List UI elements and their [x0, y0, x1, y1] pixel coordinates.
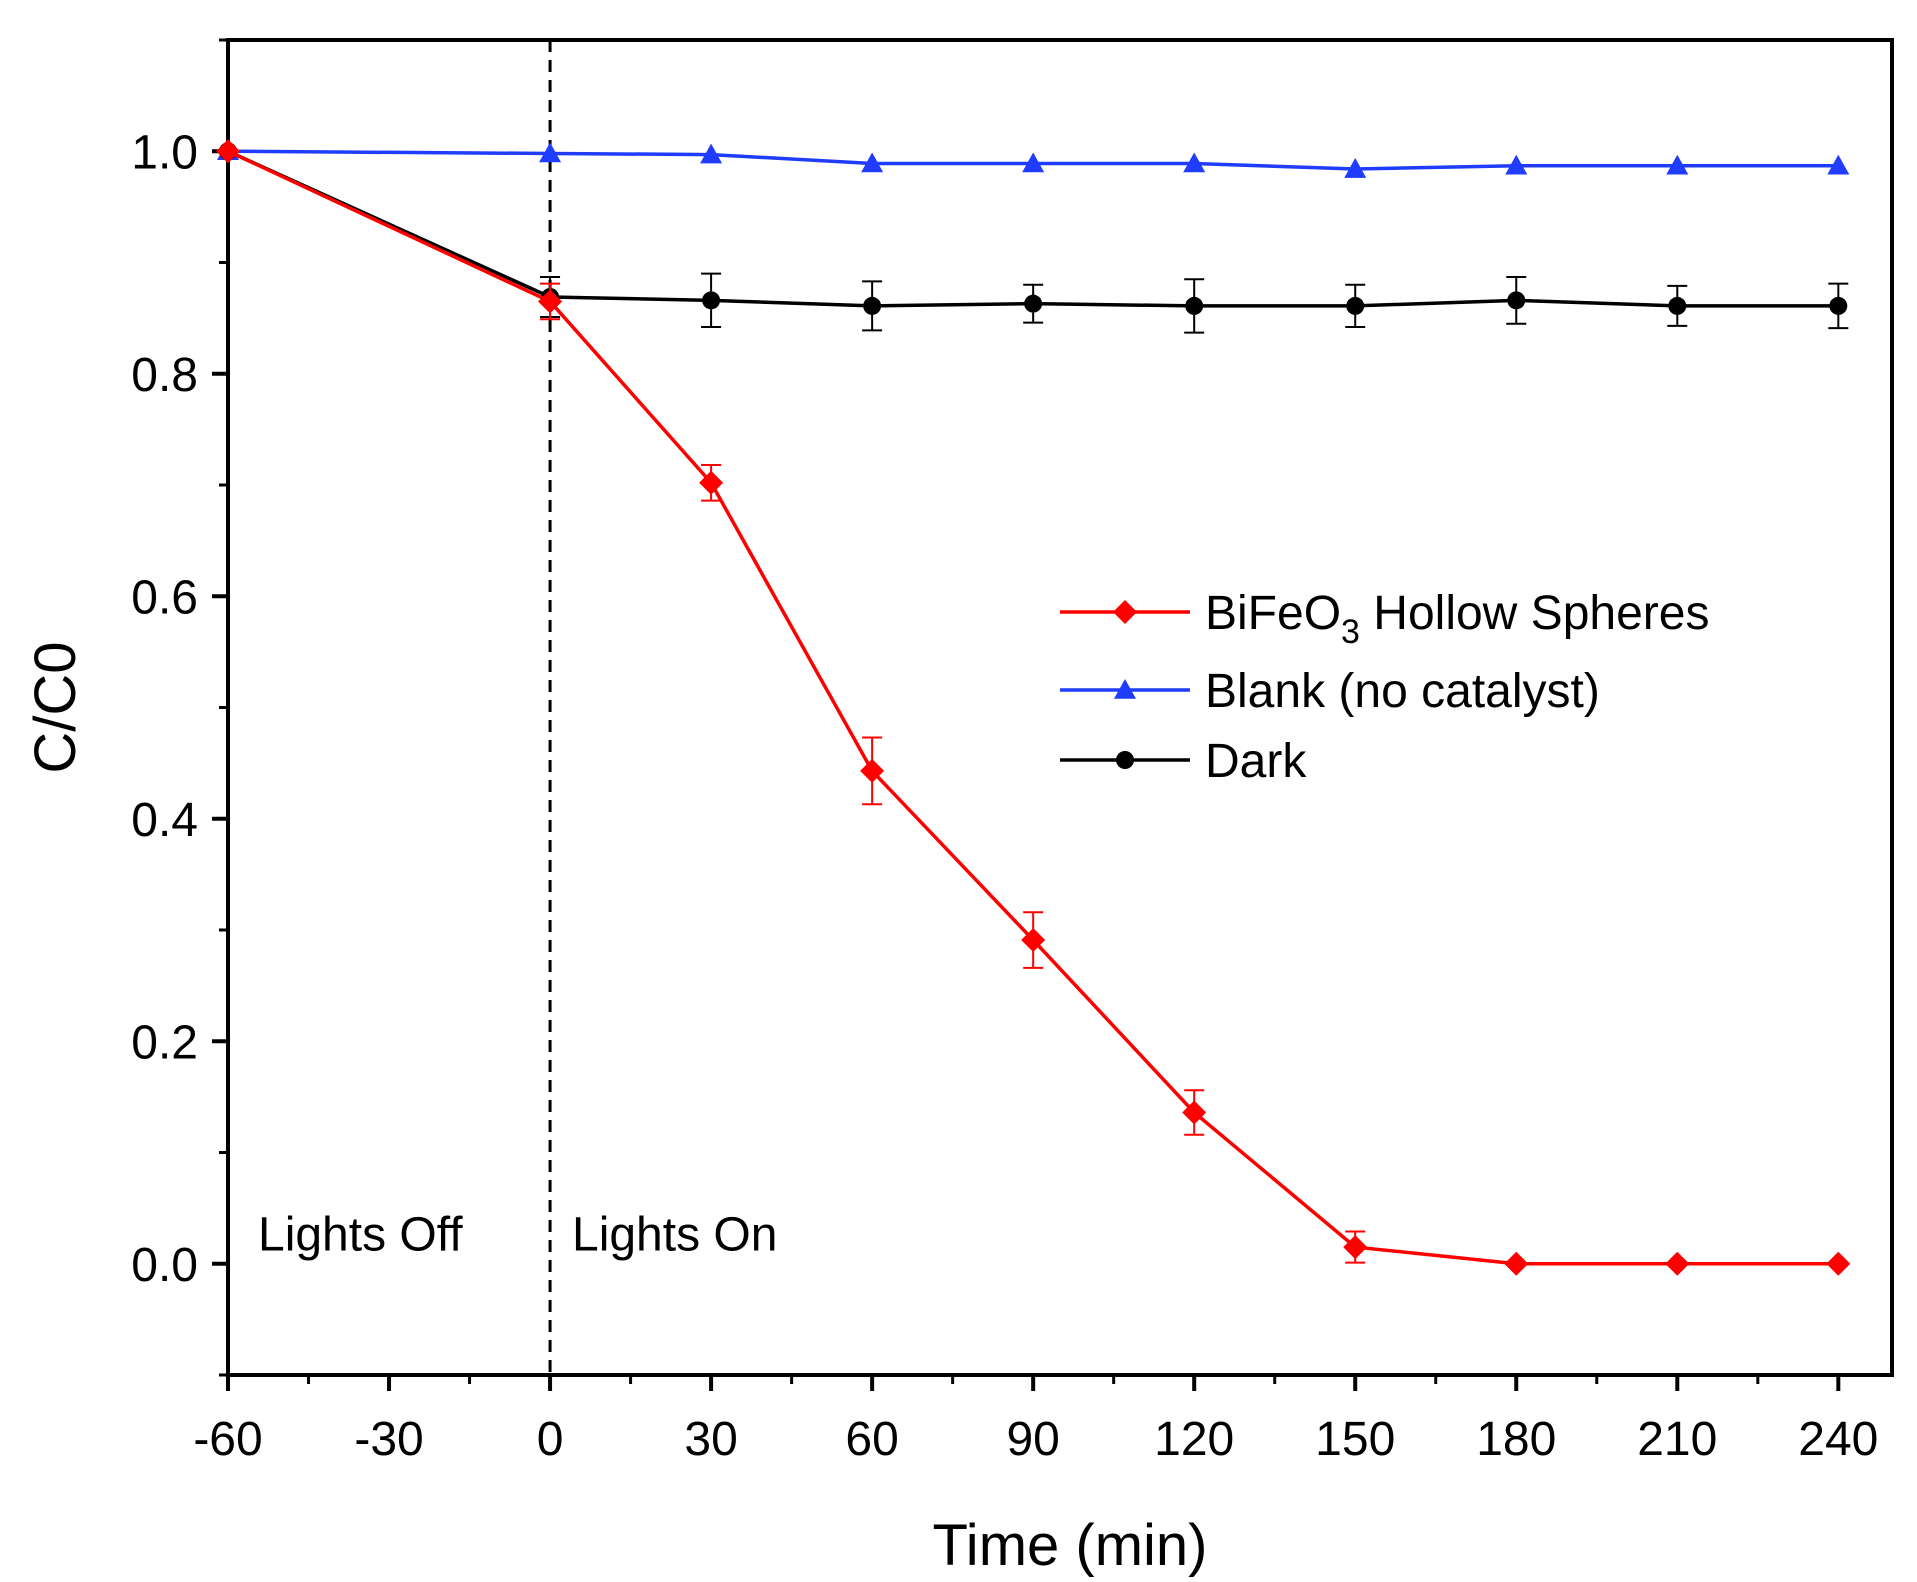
legend: BiFeO3 Hollow Spheres Blank (no catalyst)…: [1060, 587, 1709, 788]
data-point-diamond: [1113, 600, 1137, 624]
x-tick-label: 180: [1476, 1413, 1556, 1466]
data-point-circle: [702, 291, 721, 310]
x-tick-label: 150: [1315, 1413, 1395, 1466]
data-point-diamond: [538, 289, 563, 314]
series-bifeo3-hollow-spheres: [216, 139, 1851, 1276]
series-line: [227, 149, 1839, 1266]
y-tick-label: 0.2: [131, 1016, 198, 1069]
legend-item-2: Dark: [1060, 735, 1307, 788]
data-point-triangle: [1022, 152, 1045, 173]
x-tick-label: 120: [1154, 1413, 1234, 1466]
series-group: [216, 139, 1851, 1276]
series-blank-no-catalyst-: [217, 140, 1850, 178]
data-point-diamond: [1665, 1251, 1690, 1276]
x-tick-label: -60: [193, 1413, 262, 1466]
data-point-triangle: [861, 152, 884, 173]
x-tick-label: 0: [537, 1413, 564, 1466]
legend-label: Blank (no catalyst): [1205, 665, 1600, 718]
series-line: [227, 149, 1839, 308]
data-point-diamond: [860, 758, 885, 783]
legend-label: Dark: [1205, 735, 1307, 788]
x-tick-label: 210: [1637, 1413, 1717, 1466]
data-point-triangle: [1505, 154, 1528, 175]
data-point-triangle: [1114, 679, 1136, 699]
data-point-circle: [1346, 296, 1365, 315]
y-tick-label: 0.6: [131, 571, 198, 624]
y-axis-title: C/C0: [23, 641, 88, 773]
axes-group: -60 -30 0 30 60 90 120 150 180 210 240 0.0 0.2 0.4 0.6…: [23, 38, 1894, 1578]
x-tick-label: -30: [354, 1413, 423, 1466]
data-point-diamond: [1343, 1235, 1368, 1260]
y-tick-label: 1.0: [131, 126, 198, 179]
y-tick-label: 0.4: [131, 794, 198, 847]
annotation-group: Lights Off Lights On: [258, 1209, 777, 1262]
data-point-triangle: [700, 143, 723, 164]
x-tick-label: 60: [845, 1413, 898, 1466]
data-point-circle: [863, 296, 882, 315]
data-point-triangle: [1344, 158, 1367, 178]
data-point-triangle: [1827, 154, 1850, 175]
annotation-lights-off: Lights Off: [258, 1209, 463, 1262]
legend-label: BiFeO3 Hollow Spheres: [1205, 587, 1709, 651]
data-point-circle: [1185, 296, 1204, 315]
data-point-triangle: [539, 142, 562, 163]
data-point-triangle: [1666, 154, 1689, 175]
x-tick-label: 30: [684, 1413, 737, 1466]
data-point-diamond: [216, 139, 240, 164]
x-axis-title: Time (min): [933, 1513, 1208, 1578]
data-point-circle: [1024, 294, 1043, 313]
x-tick-label: 90: [1006, 1413, 1059, 1466]
data-point-diamond: [1504, 1251, 1529, 1276]
plot-frame: [226, 38, 1894, 1377]
series-line: [227, 149, 1839, 171]
data-point-diamond: [1826, 1251, 1851, 1276]
data-point-circle: [1668, 296, 1687, 315]
legend-item-0: BiFeO3 Hollow Spheres: [1060, 587, 1709, 651]
data-point-diamond: [1182, 1100, 1207, 1125]
data-point-circle: [1507, 291, 1526, 310]
y-tick-label: 0.8: [131, 349, 198, 402]
x-tick-label: 240: [1798, 1413, 1878, 1466]
data-point-circle: [1116, 751, 1134, 769]
y-tick-label: 0.0: [131, 1239, 198, 1292]
data-point-diamond: [1021, 928, 1046, 953]
data-point-triangle: [1183, 152, 1206, 173]
legend-item-1: Blank (no catalyst): [1060, 665, 1600, 718]
data-point-diamond: [699, 470, 724, 495]
annotation-lights-on: Lights On: [572, 1209, 777, 1262]
data-point-circle: [1829, 296, 1848, 315]
